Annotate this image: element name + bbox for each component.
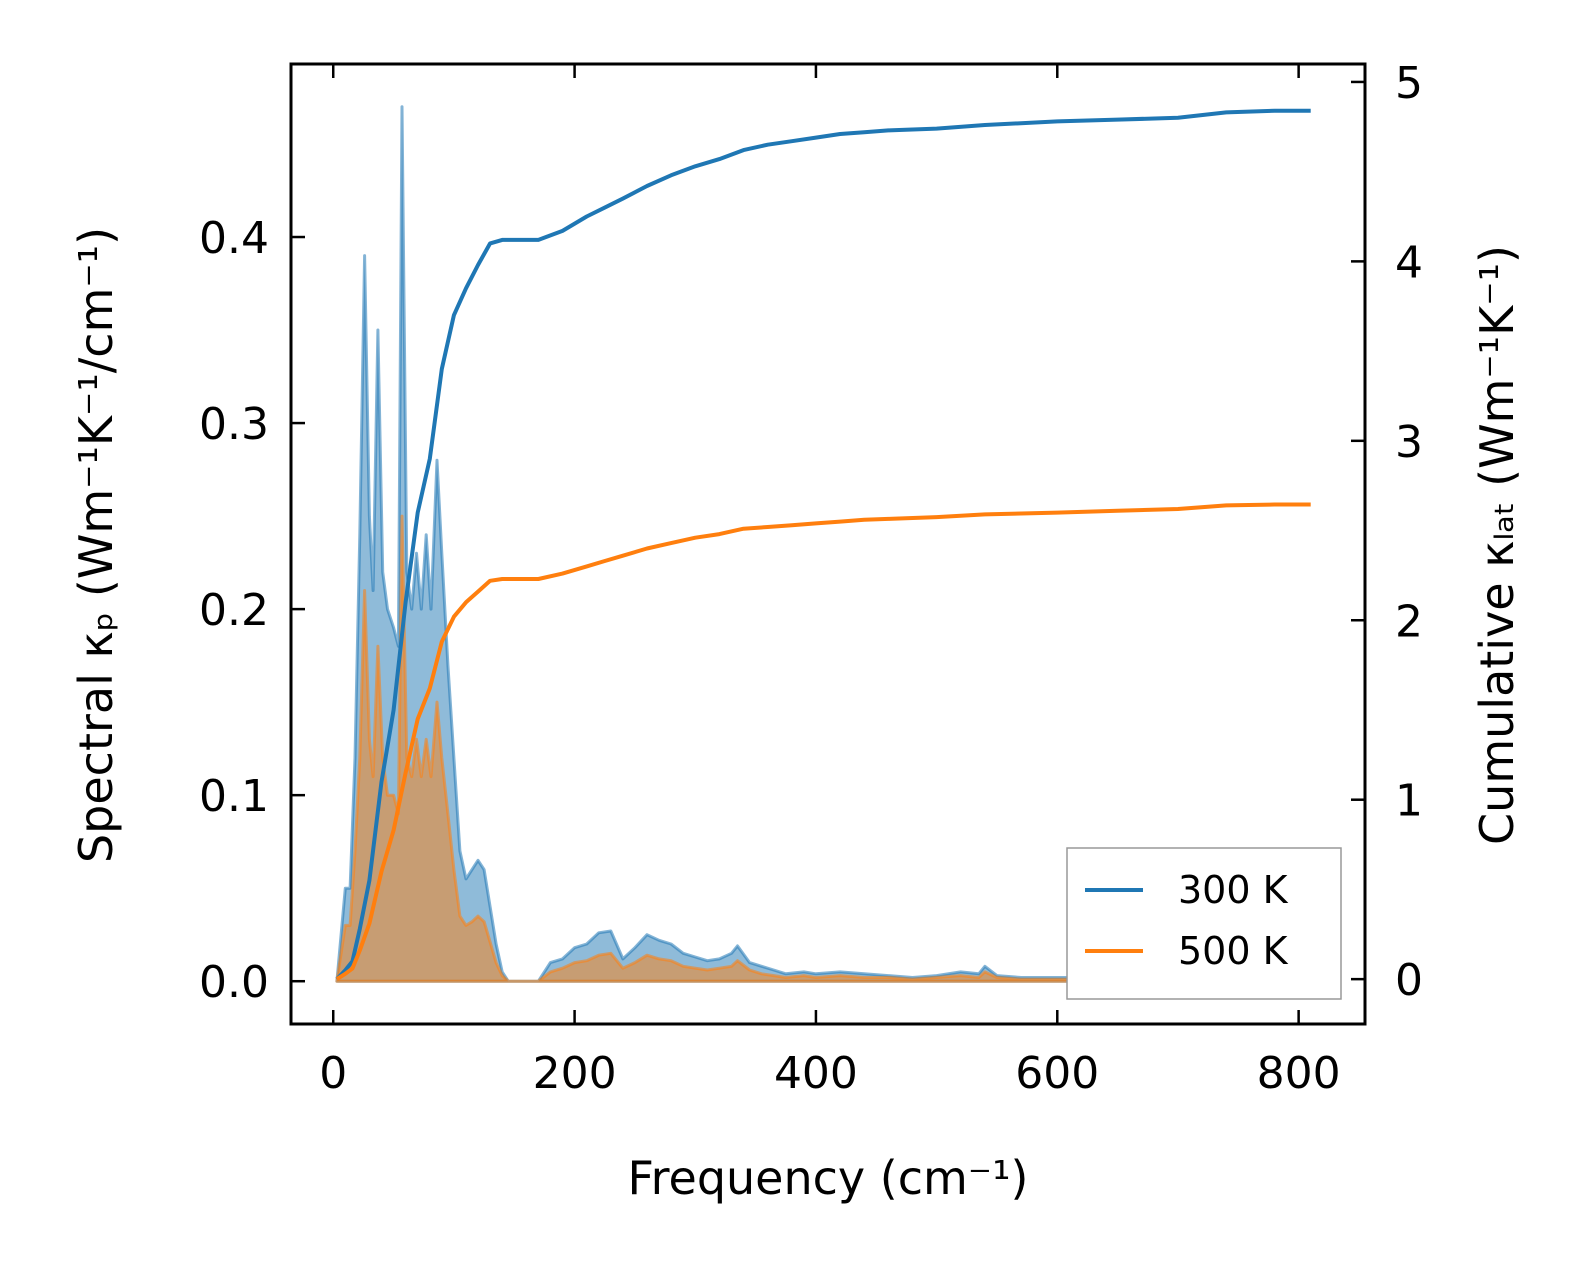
x-axis-title: Frequency (cm⁻¹)	[628, 1151, 1029, 1205]
legend-label-500k: 500 K	[1178, 929, 1289, 973]
x-tick-label: 400	[774, 1048, 858, 1099]
y-right-tick-label: 0	[1395, 955, 1423, 1006]
x-tick-label: 0	[319, 1048, 347, 1099]
y-left-tick-label: 0.1	[199, 771, 269, 822]
x-tick-label: 600	[1015, 1048, 1099, 1099]
y-right-tick-label: 1	[1395, 776, 1423, 827]
cumulative-lines	[335, 108, 1311, 981]
legend-box	[1066, 847, 1342, 1000]
ticks	[291, 64, 1365, 1024]
legend: 300 K 500 K	[1066, 847, 1342, 1000]
y-left-tick-label: 0.4	[199, 213, 269, 264]
plot-frame	[289, 62, 1367, 1026]
spectral-area-1	[335, 514, 1313, 983]
y-right-tick-label: 4	[1395, 237, 1423, 288]
y-left-tick-label: 0.3	[199, 399, 269, 450]
x-tick-label: 800	[1257, 1048, 1341, 1099]
cumulative-line-0	[335, 108, 1311, 981]
tick-labels: 0 200 400 600 800 0.0 0.1 0.2 0.3 0.4 0 1 2 3 4 5	[199, 58, 1423, 1099]
cumulative-line-1	[335, 502, 1311, 981]
y-axis-left-title: Spectral κₚ (Wm⁻¹K⁻¹/cm⁻¹)	[69, 227, 123, 863]
y-right-tick-label: 2	[1395, 596, 1423, 647]
y-left-tick-label: 0.2	[199, 585, 269, 636]
x-tick-label: 200	[533, 1048, 617, 1099]
y-right-tick-label: 5	[1395, 58, 1423, 109]
y-axis-right-title: Cumulative κₗₐₜ (Wm⁻¹K⁻¹)	[1470, 245, 1524, 845]
y-left-tick-label: 0.0	[199, 957, 269, 1008]
spectral-fills	[335, 105, 1313, 983]
legend-label-300k: 300 K	[1178, 868, 1289, 912]
y-right-tick-label: 3	[1395, 417, 1423, 468]
